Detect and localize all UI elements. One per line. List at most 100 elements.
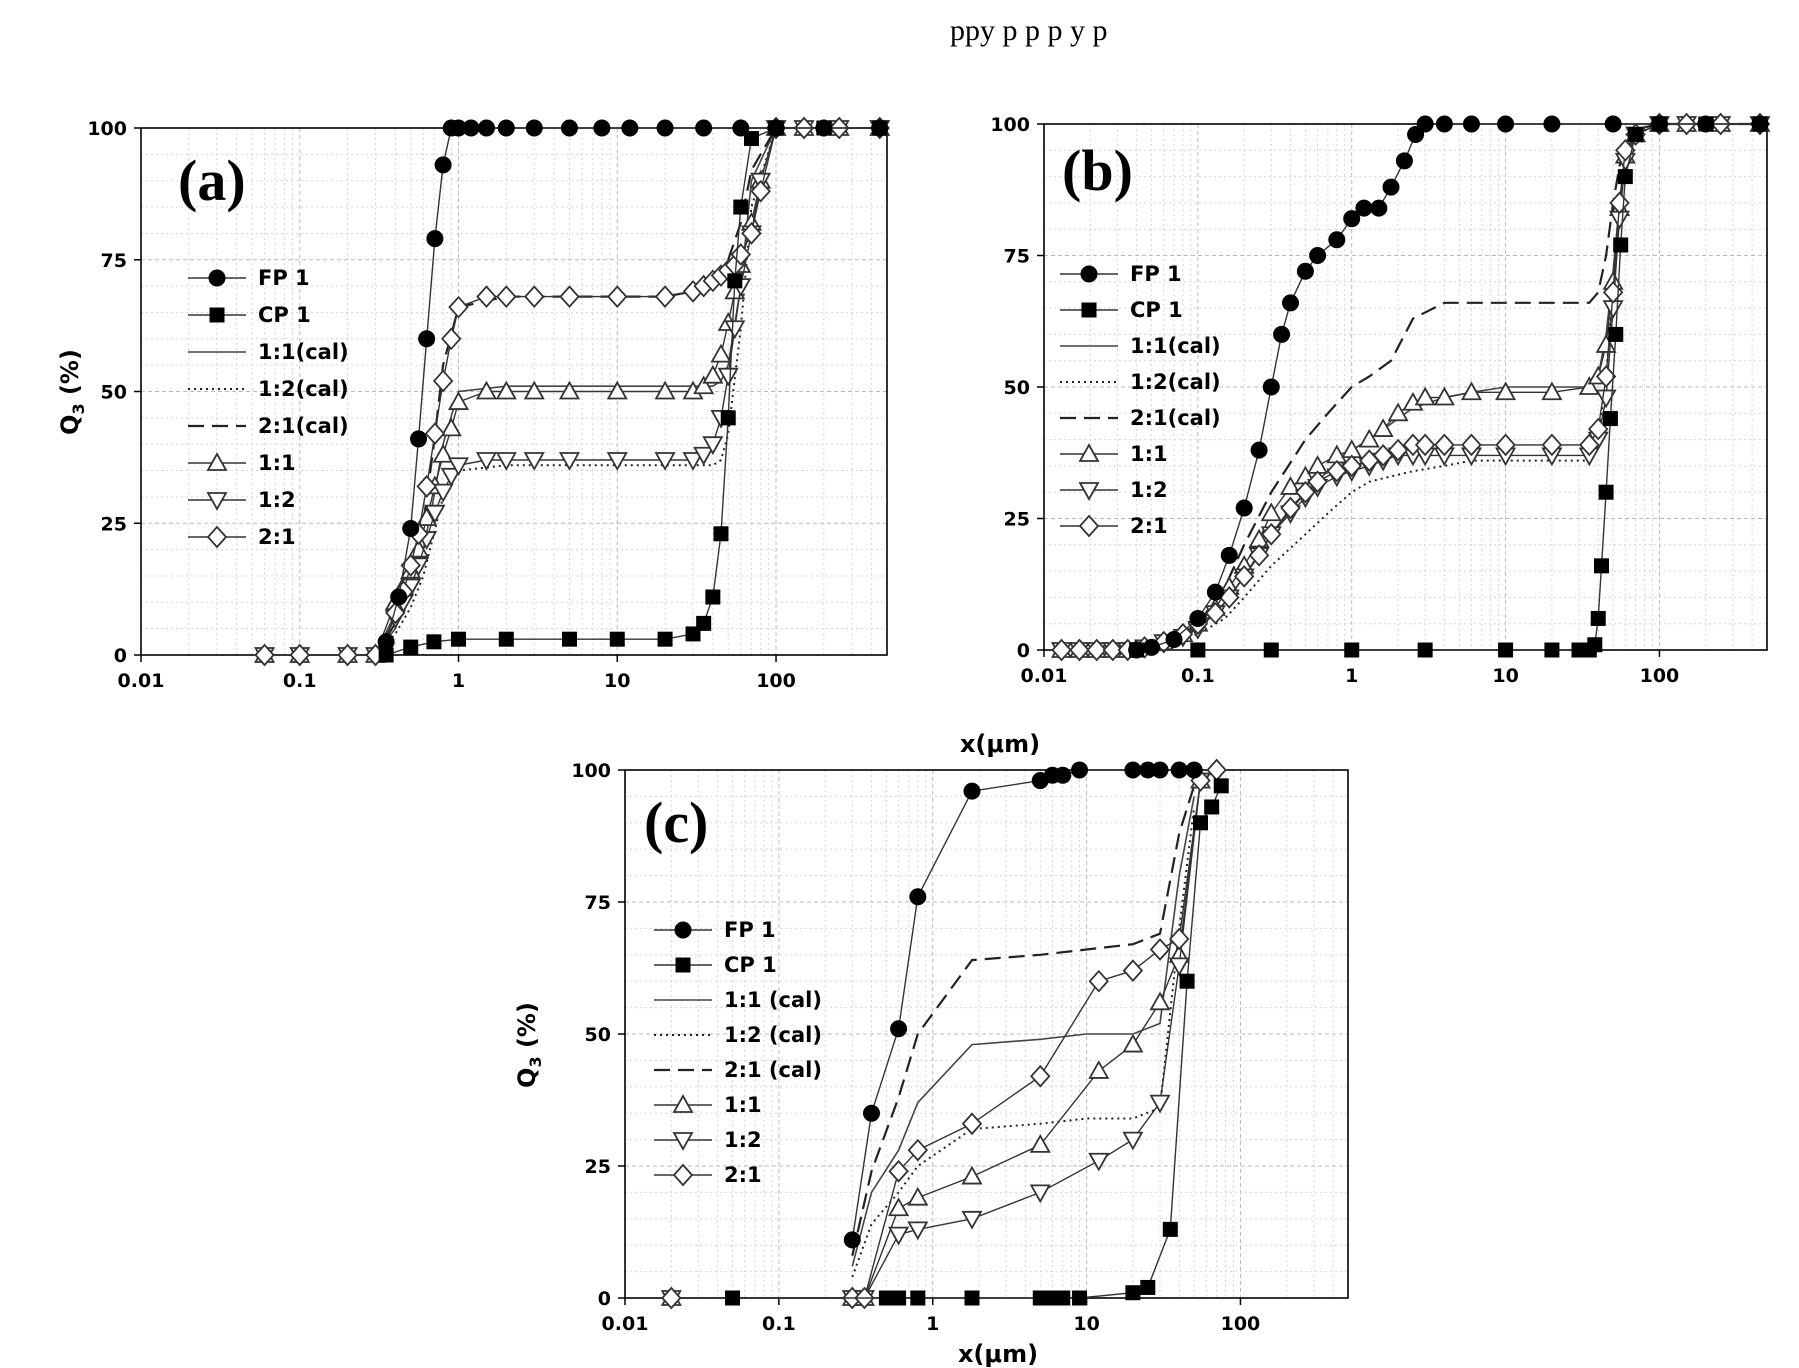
- header-text-fragment: ppy p p p y p: [950, 14, 1108, 47]
- x-tick-label: 10: [1492, 665, 1518, 687]
- data-point: [1262, 378, 1280, 396]
- data-point: [1149, 991, 1171, 1011]
- data-point: [1697, 115, 1715, 133]
- data-point: [390, 588, 408, 606]
- legend-swatch-marker: [1080, 265, 1098, 283]
- legend-item: 1:2: [1060, 478, 1168, 502]
- y-axis-label-main: Q: [513, 1068, 541, 1088]
- y-axis-label: Q3 (%): [513, 1002, 545, 1088]
- data-point: [1029, 1134, 1051, 1153]
- data-point: [1328, 231, 1346, 249]
- data-point: [907, 1186, 929, 1206]
- data-point: [961, 1112, 983, 1136]
- data-point: [1220, 546, 1238, 564]
- legend-swatch-marker: [672, 1094, 694, 1113]
- data-point: [1071, 761, 1089, 779]
- legend-item: FP 1: [188, 266, 310, 290]
- data-point: [1751, 115, 1769, 133]
- data-point: [1416, 115, 1434, 133]
- data-point: [1193, 815, 1209, 831]
- data-point: [560, 119, 578, 137]
- legend-swatch-marker: [1078, 482, 1100, 501]
- data-point: [1382, 178, 1400, 196]
- legend-label: 1:1 (cal): [724, 988, 822, 1012]
- legend-label: 1:1: [1130, 442, 1168, 466]
- data-point: [909, 888, 927, 906]
- data-point: [891, 1290, 907, 1306]
- data-point: [410, 430, 428, 448]
- legend-item: CP 1: [188, 303, 311, 327]
- data-point: [606, 380, 628, 400]
- data-point: [432, 369, 454, 393]
- data-point: [289, 643, 310, 667]
- data-point: [1495, 433, 1516, 457]
- data-point: [1541, 433, 1563, 457]
- data-point: [693, 375, 715, 395]
- data-point: [1140, 1279, 1156, 1295]
- legend-item: CP 1: [654, 953, 777, 977]
- data-point: [432, 483, 454, 503]
- data-point: [1590, 610, 1606, 626]
- y-tick-label: 25: [585, 1156, 611, 1178]
- data-point: [1204, 799, 1220, 815]
- data-point: [815, 119, 833, 137]
- data-point: [888, 1197, 910, 1217]
- data-point: [1595, 365, 1617, 388]
- data-point: [878, 1290, 894, 1306]
- data-point: [609, 631, 625, 647]
- y-axis-label: Q3 (%): [56, 349, 88, 435]
- data-point: [1086, 638, 1107, 662]
- data-point: [725, 1290, 741, 1306]
- data-point: [1460, 381, 1482, 401]
- data-point: [1030, 1064, 1051, 1088]
- data-point: [523, 452, 545, 471]
- y-axis-label-subscript: 3: [69, 403, 88, 414]
- data-point: [1344, 642, 1360, 658]
- data-point: [702, 364, 724, 384]
- legend-label: 1:2 (cal): [724, 1023, 822, 1047]
- data-point: [1370, 199, 1388, 217]
- x-tick-label: 100: [756, 670, 796, 692]
- legend-label: 2:1 (cal): [724, 1058, 822, 1082]
- data-point: [1281, 294, 1299, 312]
- data-point: [1190, 642, 1206, 658]
- legend-label: FP 1: [258, 266, 310, 290]
- data-point: [495, 380, 517, 400]
- data-point: [1578, 376, 1600, 395]
- data-point: [477, 119, 495, 137]
- data-point: [1593, 558, 1609, 574]
- data-point: [1307, 470, 1328, 494]
- data-point: [1280, 496, 1301, 520]
- y-tick-label: 50: [585, 1024, 611, 1046]
- legend-label: 1:1(cal): [1130, 334, 1221, 358]
- data-point: [1263, 642, 1279, 658]
- data-point: [1260, 502, 1282, 522]
- data-point: [1124, 761, 1142, 779]
- data-point: [1102, 638, 1124, 662]
- data-point: [426, 634, 442, 650]
- data-point: [1595, 389, 1617, 409]
- data-point: [696, 615, 712, 631]
- legend: FP 1 CP 1 1:1(cal) 1:2(cal) 2:1(cal) 1:1 1:2 2:…: [188, 266, 349, 549]
- data-point: [1433, 386, 1455, 406]
- x-tick-label: 1: [452, 670, 465, 692]
- data-point: [1587, 637, 1603, 653]
- x-axis-label: x(μm): [958, 1340, 1038, 1368]
- data-point: [1128, 641, 1146, 659]
- legend-swatch-marker: [206, 525, 228, 549]
- y-axis-label-unit: (%): [513, 1002, 541, 1056]
- data-point: [713, 526, 729, 542]
- data-point: [416, 475, 437, 498]
- legend-item: 1:2: [188, 488, 296, 512]
- legend-item: 1:2 (cal): [654, 1023, 822, 1047]
- data-point: [377, 633, 395, 651]
- data-point: [743, 131, 759, 147]
- x-tick-label: 1: [926, 1313, 939, 1335]
- x-tick-label: 0.01: [602, 1313, 649, 1335]
- y-axis-label-main: Q: [56, 415, 84, 435]
- data-point: [1387, 402, 1409, 422]
- legend-item: FP 1: [654, 918, 776, 942]
- data-point: [1122, 1033, 1144, 1053]
- data-point: [607, 285, 628, 308]
